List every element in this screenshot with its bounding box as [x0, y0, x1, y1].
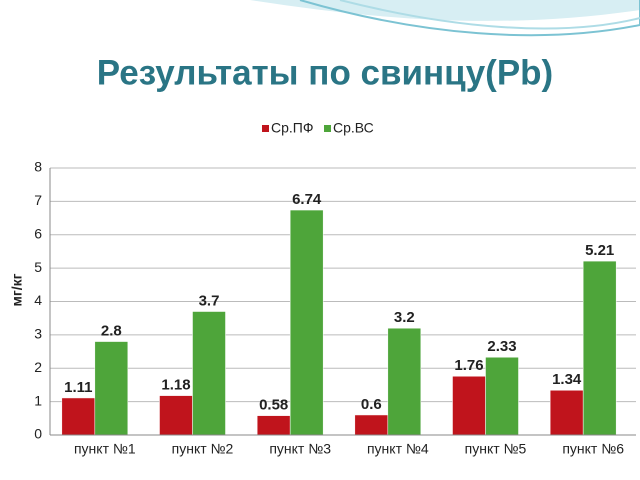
- y-tick-label: 0: [34, 426, 42, 442]
- value-label: 5.21: [585, 242, 614, 259]
- x-tick-label: пункт №2: [172, 441, 234, 457]
- y-tick-label: 8: [34, 159, 42, 175]
- y-tick-label: 7: [34, 192, 42, 208]
- legend-label: Ср.ВС: [333, 120, 374, 136]
- legend-swatch: [262, 125, 269, 132]
- y-tick-label: 3: [34, 326, 42, 342]
- decoration: [250, 0, 640, 37]
- y-tick-label: 6: [34, 225, 42, 241]
- value-label: 1.18: [161, 377, 190, 394]
- value-label: 0.6: [361, 396, 382, 413]
- value-label: 1.76: [454, 357, 483, 374]
- chart-title: Результаты по свинцу(Pb): [97, 53, 553, 92]
- bar: [354, 414, 389, 436]
- x-tick-label: пункт №4: [367, 441, 429, 457]
- legend-label: Ср.ПФ: [271, 120, 314, 136]
- value-label: 0.58: [259, 397, 288, 414]
- bar: [61, 397, 96, 436]
- x-tick-label: пункт №6: [562, 441, 624, 457]
- value-label: 1.11: [64, 379, 92, 396]
- y-tick-label: 4: [34, 292, 42, 308]
- bar: [289, 209, 324, 436]
- bar: [159, 395, 193, 436]
- y-tick-label: 5: [34, 259, 42, 275]
- bar: [94, 341, 129, 436]
- value-label: 2.8: [101, 323, 122, 340]
- y-tick-label: 1: [34, 392, 42, 408]
- bar: [582, 260, 617, 436]
- bar: [452, 376, 486, 436]
- value-label: 3.7: [199, 292, 220, 309]
- legend-swatch: [324, 125, 331, 132]
- value-label: 1.34: [552, 371, 582, 388]
- value-label: 3.2: [394, 309, 415, 326]
- bar: [256, 415, 291, 436]
- x-tick-label: пункт №1: [74, 441, 136, 457]
- bar: [387, 327, 422, 436]
- y-tick-label: 2: [34, 359, 42, 375]
- x-tick-label: пункт №3: [269, 441, 331, 457]
- value-label: 6.74: [292, 191, 322, 208]
- bar: [485, 356, 519, 436]
- value-label: 2.33: [487, 338, 516, 355]
- x-tick-label: пункт №5: [465, 441, 527, 457]
- bar: [549, 390, 584, 436]
- y-axis-label: мг/кг: [9, 273, 25, 306]
- bar: [192, 311, 226, 436]
